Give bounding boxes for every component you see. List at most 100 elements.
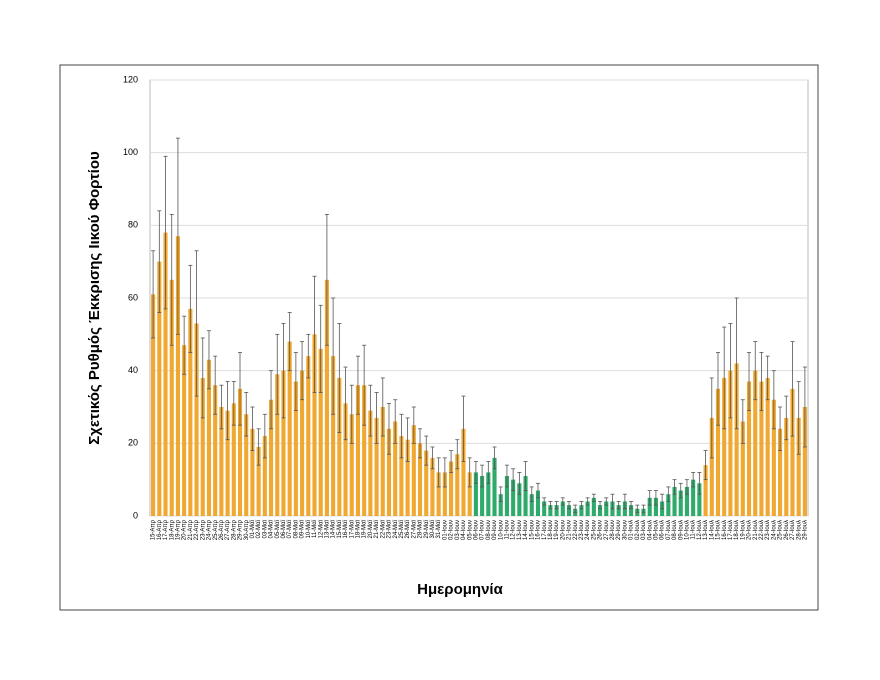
y-tick-label: 20: [128, 438, 138, 448]
x-tick-label: 01-Ιουν: [442, 520, 448, 540]
bar: [709, 417, 714, 516]
x-tick-label: 27-Απρ: [225, 519, 231, 540]
x-tick-label: 10-Ιουλ: [685, 520, 691, 540]
bar: [504, 476, 509, 516]
y-tick-label: 120: [123, 74, 138, 84]
bar: [225, 410, 230, 516]
y-axis-label: Σχετικός Ρυθμός Έκκρισης Ιικού Φορτίου: [86, 151, 103, 445]
x-tick-label: 16-Ιουλ: [722, 520, 728, 540]
x-tick-label: 27-Μαϊ: [411, 519, 417, 538]
x-tick-label: 27-Ιουν: [604, 520, 610, 540]
bar: [647, 497, 652, 516]
x-tick-label: 16-Ιουν: [536, 520, 542, 540]
x-tick-label: 09-Ιουλ: [678, 520, 684, 540]
bar: [753, 370, 758, 516]
bar: [318, 348, 323, 516]
bar: [790, 388, 795, 516]
bar: [467, 472, 472, 516]
x-tick-label: 22-Μαϊ: [380, 519, 386, 538]
bar: [163, 232, 168, 516]
bar: [535, 490, 541, 516]
bar: [691, 479, 696, 516]
x-tick-label: 23-Απρ: [200, 519, 206, 540]
bar: [653, 497, 658, 516]
bar: [250, 428, 255, 516]
x-tick-label: 26-Ιουν: [598, 520, 604, 540]
bar: [417, 443, 423, 516]
bar: [784, 417, 789, 516]
x-tick-label: 07-Ιουν: [480, 520, 486, 540]
bar: [312, 334, 317, 516]
x-tick-label: 28-Απρ: [231, 519, 237, 540]
bar: [182, 345, 187, 516]
x-tick-label: 16-Απρ: [157, 519, 163, 540]
x-tick-label: 25-Μαϊ: [399, 519, 405, 538]
bar: [424, 450, 429, 516]
frame: [59, 64, 819, 611]
bar: [219, 407, 224, 516]
x-tick-label: 13-Ιουλ: [703, 520, 709, 540]
y-tick-label: 60: [128, 292, 138, 302]
x-tick-label: 15-Μαϊ: [337, 519, 343, 538]
x-tick-label: 01-Μαϊ: [250, 519, 256, 538]
x-tick-label: 11-Ιουλ: [691, 520, 697, 540]
bar: [200, 377, 205, 516]
bar: [765, 377, 770, 516]
bar: [778, 428, 783, 516]
bar: [300, 370, 305, 516]
x-tick-label: 10-Μαϊ: [306, 519, 312, 538]
x-tick-label: 22-Ιουν: [573, 520, 579, 540]
bar: [461, 428, 466, 516]
x-tick-label: 18-Ιουλ: [734, 520, 740, 540]
bar: [722, 377, 727, 516]
bar: [703, 465, 708, 516]
x-tick-label: 08-Μαϊ: [293, 519, 299, 538]
bar: [206, 359, 212, 516]
x-tick-label: 09-Ιουν: [492, 520, 498, 540]
bar: [188, 308, 193, 516]
x-tick-label: 09-Μαϊ: [300, 519, 306, 538]
x-tick-label: 08-Ιουλ: [672, 520, 678, 540]
bar: [281, 370, 286, 516]
x-tick-label: 28-Ιουν: [610, 520, 616, 540]
x-tick-label: 30-Ιουν: [622, 520, 628, 540]
bar: [343, 403, 348, 516]
x-tick-label: 19-Ιουλ: [740, 520, 746, 540]
x-tick-label: 15-Ιουν: [529, 520, 535, 540]
bar: [213, 385, 218, 516]
bar: [480, 476, 485, 516]
x-tick-label: 27-Ιουλ: [790, 520, 796, 540]
x-tick-label: 14-Ιουλ: [709, 520, 715, 540]
bar: [411, 425, 416, 516]
x-tick-label: 02-Ιουν: [449, 520, 455, 540]
x-tick-label: 30-Απρ: [244, 519, 250, 540]
x-tick-label: 15-Ιουλ: [716, 520, 722, 540]
bar: [672, 486, 677, 516]
x-tick-label: 29-Απρ: [238, 519, 244, 540]
x-tick-label: 06-Ιουλ: [660, 520, 666, 540]
bar: [629, 505, 634, 516]
bar: [449, 461, 454, 516]
bar: [256, 446, 261, 516]
bar: [175, 236, 180, 516]
bar: [268, 399, 274, 516]
bar: [498, 494, 503, 516]
bar: [548, 505, 553, 516]
bar: [597, 505, 603, 516]
x-tick-label: 05-Ιουλ: [653, 520, 659, 540]
x-tick-label: 17-Μαϊ: [349, 519, 355, 538]
bar: [566, 505, 572, 516]
bar: [771, 399, 776, 516]
x-tick-label: 28-Μαϊ: [418, 519, 424, 538]
bar: [585, 501, 590, 516]
x-tick-label: 12-Ιουλ: [697, 520, 703, 540]
bar: [511, 479, 516, 516]
bar: [355, 385, 361, 516]
bar: [666, 494, 671, 516]
bar: [796, 417, 801, 516]
x-tick-label: 29-Μαϊ: [424, 519, 430, 538]
bar: [231, 403, 236, 516]
bar: [684, 486, 690, 516]
x-tick-label: 29-Ιουλ: [802, 520, 808, 540]
x-tick-label: 11-Ιουν: [505, 520, 511, 540]
